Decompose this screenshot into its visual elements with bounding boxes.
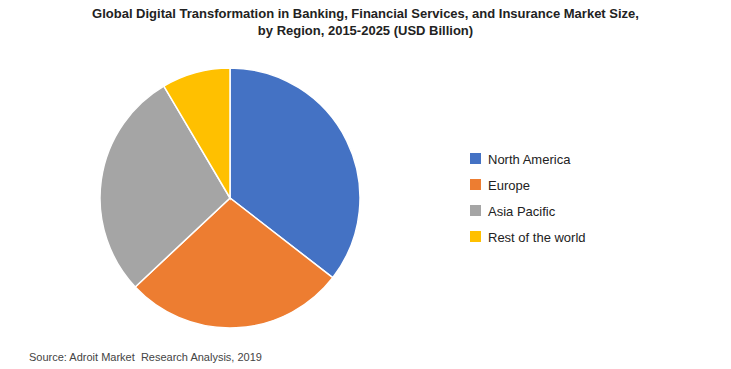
pie xyxy=(100,68,360,328)
source-note: Source: Adroit Market Research Analysis,… xyxy=(29,351,262,363)
legend-item: Rest of the world xyxy=(470,230,586,245)
legend-label: North America xyxy=(488,152,571,167)
legend-label: Rest of the world xyxy=(488,230,586,245)
legend-swatch xyxy=(470,205,481,216)
legend-label: Asia Pacific xyxy=(488,204,556,219)
legend-swatch xyxy=(470,231,481,242)
legend: North America Europe Asia Pacific Rest of t… xyxy=(470,152,586,245)
legend-item: North America xyxy=(470,152,571,167)
legend-swatch xyxy=(470,153,481,164)
legend-item: Europe xyxy=(470,178,530,193)
legend-item: Asia Pacific xyxy=(470,204,556,219)
title: Global Digital Transformation in Banking… xyxy=(92,6,639,38)
chart: Global Digital Transformation in Banking… xyxy=(0,0,731,369)
legend-label: Europe xyxy=(488,178,530,193)
pie-slice xyxy=(164,68,230,198)
legend-swatch xyxy=(470,179,481,190)
